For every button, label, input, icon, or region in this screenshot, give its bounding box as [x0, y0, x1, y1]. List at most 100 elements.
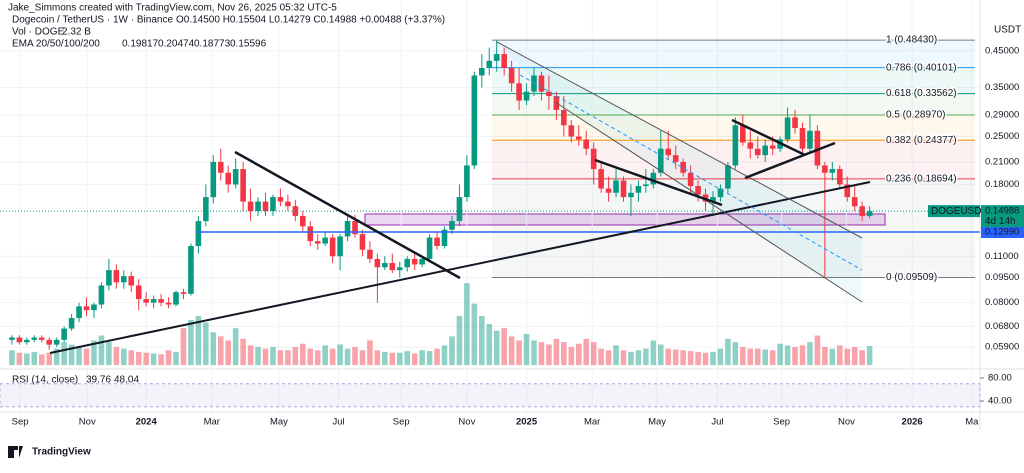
volume-bar [657, 344, 664, 365]
symbol: Dogecoin / TetherUS · 1W · Binance [12, 15, 173, 26]
candle-body [277, 197, 284, 202]
candle-body [217, 161, 224, 173]
volume-bar [650, 340, 657, 365]
candle-body [590, 148, 597, 170]
ema-value: 0.20474 [158, 39, 195, 50]
candle-body [657, 148, 664, 173]
candle-body [195, 221, 202, 247]
volume-bar [590, 342, 597, 365]
x-tick-label: Ma [965, 417, 979, 428]
candle-body [583, 139, 590, 149]
candle-body [91, 304, 97, 311]
volume-bar [344, 348, 351, 365]
volume-bar [270, 347, 276, 365]
candle-body [337, 236, 343, 257]
candle-body [322, 237, 328, 244]
candle-body [769, 145, 776, 149]
candle-body [605, 188, 612, 193]
x-tick-label: Mar [204, 417, 220, 428]
ema-value: 0.19817 [122, 39, 159, 50]
candle-body [255, 201, 261, 212]
volume-bar [687, 351, 694, 365]
support-tag-label: 0.12990 [985, 227, 1019, 238]
y-tick-label: 0.09500 [985, 272, 1019, 283]
candle-body [359, 234, 366, 250]
logo-mark [8, 446, 23, 458]
candle-body [508, 67, 515, 84]
candle-body [829, 169, 836, 173]
fib-label: 0.618 (0.33562) [886, 88, 957, 99]
volume-bar [188, 320, 194, 365]
candle-body [643, 184, 649, 187]
y-tick-label: 0.25000 [985, 131, 1019, 142]
volume-bar [628, 351, 634, 365]
volume-value: 2.32 B [62, 27, 91, 38]
x-tick-label: May [648, 417, 666, 428]
candle-body [307, 226, 314, 242]
volume-bar [9, 350, 15, 365]
candle-body [598, 169, 604, 189]
candle-body [38, 337, 45, 340]
volume-bar [329, 348, 336, 365]
volume-bar [374, 350, 381, 365]
channel-fill [498, 44, 862, 302]
volume-bar [807, 342, 813, 365]
volume-bar [568, 347, 575, 365]
volume-bar [717, 348, 724, 365]
candle-body [523, 91, 530, 101]
candle-body [620, 180, 627, 198]
volume-bar [792, 347, 798, 365]
volume-bar [150, 353, 157, 365]
candle-body [478, 67, 485, 76]
volume-bar [277, 350, 284, 365]
candle-body [61, 328, 67, 340]
candle-body [695, 186, 701, 195]
volume-bar [210, 332, 217, 365]
candle-body [747, 142, 754, 149]
volume-bar [441, 345, 448, 365]
x-tick-label: 2024 [136, 417, 158, 428]
candle-body [725, 165, 731, 189]
candle-body [389, 263, 396, 271]
candle-body [486, 60, 493, 68]
candle-body [180, 292, 187, 294]
y-tick-label: 0.06800 [985, 321, 1019, 332]
volume-bar [829, 348, 836, 365]
candle-body [262, 201, 269, 212]
ema-value: 0.15596 [230, 39, 267, 50]
candle-body [285, 201, 291, 207]
candle-body [740, 125, 746, 143]
volume-bar [740, 347, 746, 365]
candle-body [635, 186, 642, 193]
ema-label: EMA 20/50/100/200 [12, 39, 100, 50]
candle-body [9, 337, 15, 340]
candle-body [419, 258, 425, 265]
volume-bar [255, 347, 261, 365]
plot: 1 (0.48430) 0.786 (0.40101) 0.618 (0.33562… [0, 0, 980, 412]
x-tick-label: Jul [333, 417, 345, 428]
candle-body [650, 172, 657, 185]
candle-body [16, 337, 23, 343]
candle-body [464, 165, 470, 198]
candle-body [203, 197, 209, 222]
candle-body [68, 318, 75, 329]
candle-body [352, 221, 358, 235]
volume-bar [478, 315, 485, 365]
volume-bar [710, 351, 716, 365]
fib-label: 0 (0.09509) [886, 272, 937, 283]
candle-body [270, 197, 276, 212]
fib-label: 1 (0.48430) [886, 35, 937, 46]
volume-bar [46, 352, 53, 365]
rsi-label: RSI (14, close) [12, 375, 78, 386]
candle-body [687, 172, 694, 187]
countdown: 4d 14h [985, 216, 1016, 227]
candle-body [717, 188, 724, 198]
x-tick-label: May [270, 417, 288, 428]
candle-body [165, 302, 172, 305]
candle-body [382, 263, 388, 268]
x-tick-label: 2025 [516, 417, 538, 428]
volume-bar [851, 347, 858, 365]
candle-body [135, 285, 142, 300]
candle-body [225, 172, 232, 185]
volume-bar [203, 322, 209, 365]
